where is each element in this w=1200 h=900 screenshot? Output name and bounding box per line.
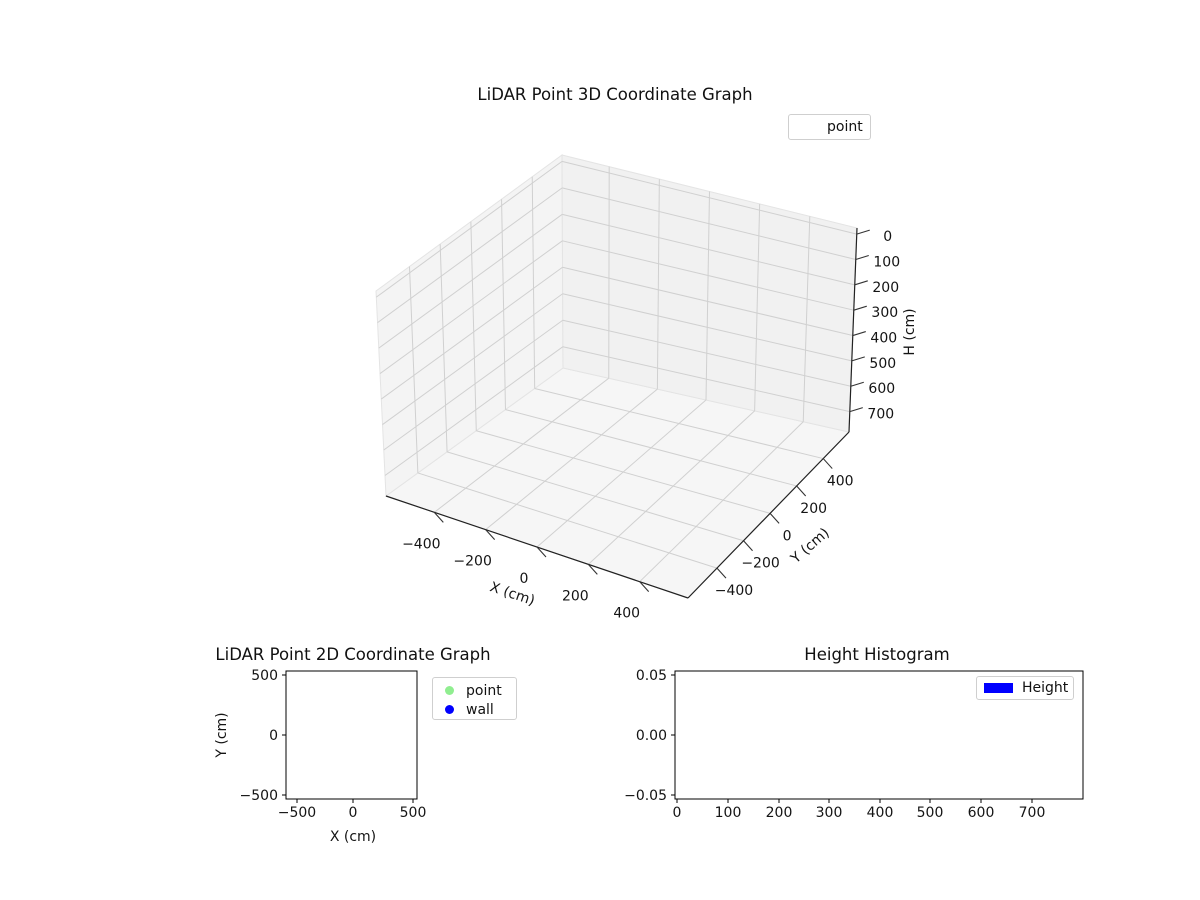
plot2d-legend-row-point: point [445,681,516,700]
plot3d-x-axis-label: X (cm) [488,579,537,609]
plot3d-x-tick-label: 200 [562,588,589,604]
plot3d-h-tick-label: 500 [869,356,896,372]
plot3d-y-tick-label: 200 [800,501,827,517]
plot2d-legend-row-wall: wall [445,700,516,719]
histogram-axes-y-tick-label: 0.05 [636,668,667,684]
plot3d-h-tick-label: 300 [871,305,898,321]
histogram-axes-x-tick-label: 700 [1019,805,1046,821]
plot3d-h-tick-label: 200 [872,280,899,296]
plot2d-legend: point wall [432,677,517,720]
plot3d-h-tick-label: 0 [883,229,892,245]
plot3d-x-tick-label: 0 [520,571,529,587]
height-bar-marker-icon [984,683,1013,693]
plot3d-y-tick-label: 0 [783,528,792,544]
histogram-axes-x-tick-label: 100 [715,805,742,821]
plot2d-x-axis-label: X (cm) [330,829,376,845]
plot3d-legend: point [788,114,871,140]
plot2d-legend-label-point: point [466,682,502,699]
plot2d-axes-x-tick-label: 0 [349,805,358,821]
plot2d-axes: −500 0 500 500 0 −500 X (cm) Y (cm) [214,668,426,845]
wall-marker-icon [445,705,454,714]
plot3d-h-tick-label: 100 [873,254,900,270]
histogram-axes-x-tick-label: 0 [673,805,682,821]
plot3d-y-tick-label: −400 [715,583,753,599]
histogram-title: Height Histogram [804,645,950,664]
plot2d-y-axis-label: Y (cm) [214,712,230,758]
plot3d-x-tick-label: 400 [613,606,640,622]
plot2d-title: LiDAR Point 2D Coordinate Graph [215,645,491,664]
plot2d-axes-y-tick-label: 0 [269,728,278,744]
histogram-legend: Height [976,676,1074,700]
plot2d-axes-x-tick-label: 500 [400,805,427,821]
plot3d-grid [376,160,857,583]
plot2d-legend-label-wall: wall [466,701,494,718]
histogram-axes-x-tick-label: 500 [917,805,944,821]
plot3d-y-tick-label: 400 [827,474,854,490]
plot3d-legend-label-point: point [827,119,863,135]
plot3d-h-tick-label: 400 [870,331,897,347]
plot3d-x-tick-label: −200 [453,554,491,570]
histogram-axes-x-tick-label: 300 [816,805,843,821]
plot3d-h-tick-label: 700 [867,407,894,423]
plot3d-title: LiDAR Point 3D Coordinate Graph [477,85,753,104]
histogram-legend-label-height: Height [1022,680,1069,696]
plot3d-axes: −400−2000200400−400−20002004000100200300… [375,154,918,622]
histogram-axes-y-tick-label: −0.05 [624,788,667,804]
histogram-axes-x-tick-label: 600 [968,805,995,821]
plot2d-axes-x-tick-label: −500 [278,805,316,821]
plot3d-y-tick-label: −200 [741,556,779,572]
plot3d-h-tick-label: 600 [868,381,895,397]
histogram-axes-x-tick-label: 400 [867,805,894,821]
plot3d-y-axis-label: Y (cm) [787,525,832,567]
plot3d-x-tick-label: −400 [402,536,440,552]
histogram-axes-y-tick-label: 0.00 [636,728,667,744]
plot3d-h-axis-label: H (cm) [902,308,918,355]
histogram-axes-x-tick-label: 200 [766,805,793,821]
point-marker-icon [445,686,454,695]
plot2d-axes-y-tick-label: −500 [240,788,278,804]
plot2d-axes-y-tick-label: 500 [251,668,278,684]
